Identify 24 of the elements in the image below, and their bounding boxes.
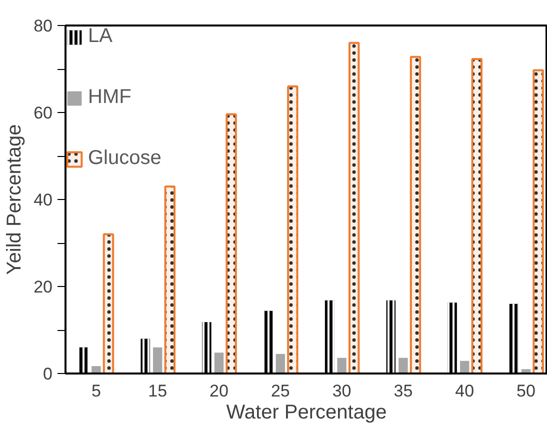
bar <box>276 354 286 374</box>
y-tick-label: 80 <box>34 16 53 36</box>
x-tick-label: 15 <box>148 382 168 400</box>
legend-label: Glucose <box>88 147 162 170</box>
legend-label: LA <box>88 25 112 48</box>
y-tick-label: 60 <box>34 104 53 122</box>
x-tick-label: 50 <box>516 382 536 400</box>
bar <box>152 347 162 374</box>
x-tick-label: 5 <box>91 382 101 400</box>
x-tick-label: 20 <box>210 382 228 400</box>
legend-label: HMF <box>88 86 132 109</box>
bar <box>398 358 408 374</box>
x-tick-label: 30 <box>332 382 352 400</box>
y-tick-label: 0 <box>43 364 53 384</box>
bar <box>92 366 101 374</box>
x-tick-label: 25 <box>270 382 290 400</box>
bar <box>337 358 346 374</box>
x-axis-title: Water Percentage <box>226 402 387 424</box>
x-tick-label: 35 <box>394 382 413 400</box>
y-axis-title: Yeild Percentage <box>4 124 26 275</box>
bar <box>214 352 224 374</box>
y-tick-label: 40 <box>34 190 53 210</box>
y-tick-label: 20 <box>34 278 53 296</box>
x-tick-label: 40 <box>455 382 474 400</box>
